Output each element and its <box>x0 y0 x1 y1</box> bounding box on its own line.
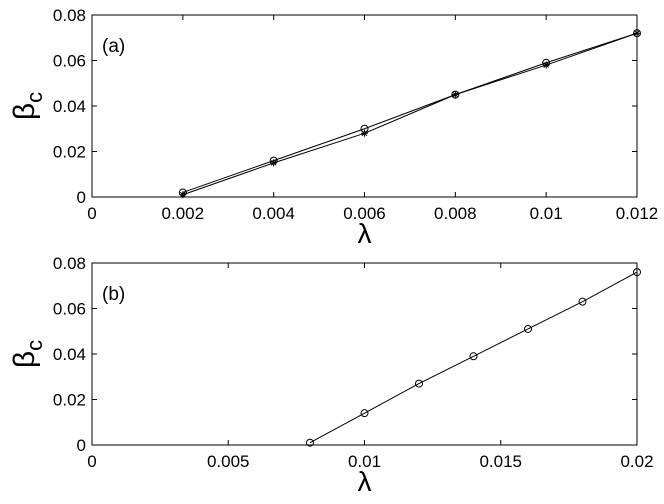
y-tick-label: 0.02 <box>53 143 86 162</box>
y-axis-label-sub: c <box>22 92 47 103</box>
x-tick-label: 0.012 <box>616 204 659 223</box>
x-tick-label: 0.006 <box>343 204 386 223</box>
y-tick-label: 0.08 <box>53 6 86 25</box>
series-line <box>309 271 638 444</box>
x-tick-label: 0.02 <box>620 452 653 471</box>
x-tick-label: 0.004 <box>252 204 295 223</box>
marker-circle <box>360 409 369 418</box>
panel-annotation: (a) <box>102 36 125 57</box>
y-axis-label-sub: c <box>22 340 47 351</box>
marker-circle <box>578 297 587 306</box>
x-tick-label: 0.002 <box>162 204 205 223</box>
x-tick-label: 0.005 <box>207 452 250 471</box>
y-tick-label: 0.08 <box>53 254 86 273</box>
x-tick-label: 0 <box>87 452 96 471</box>
marker-star <box>270 159 278 167</box>
marker-circle <box>306 438 314 447</box>
marker-star <box>179 191 187 199</box>
plot-frame <box>91 14 638 198</box>
y-tick-label: 0 <box>77 436 86 455</box>
y-tick-label: 0.02 <box>53 391 86 410</box>
x-axis-label: λ <box>358 218 372 249</box>
x-tick-label: 0.015 <box>479 452 522 471</box>
marker-star <box>542 61 550 69</box>
y-tick-label: 0.06 <box>53 52 86 71</box>
marker-circle <box>469 352 478 361</box>
x-tick-label: 0 <box>87 204 96 223</box>
series-line <box>182 32 638 196</box>
y-tick-label: 0.06 <box>53 300 86 319</box>
y-tick-label: 0 <box>77 188 86 207</box>
x-axis-label: λ <box>358 466 372 497</box>
y-axis-label-main: β <box>8 103 41 120</box>
panel-annotation: (b) <box>102 284 125 305</box>
marker-star <box>633 29 641 37</box>
y-axis-label: βc <box>8 92 47 120</box>
x-tick-label: 0.01 <box>530 204 563 223</box>
y-tick-label: 0.04 <box>53 97 86 116</box>
y-tick-label: 0.04 <box>53 345 86 364</box>
marker-star <box>451 91 459 99</box>
marker-star <box>361 129 368 137</box>
y-axis-label-main: β <box>8 351 41 368</box>
series-line <box>182 32 638 193</box>
x-tick-label: 0.01 <box>348 452 381 471</box>
y-axis-label: βc <box>8 340 47 368</box>
plot-frame <box>91 262 638 446</box>
x-tick-label: 0.008 <box>434 204 477 223</box>
marker-circle <box>633 268 641 277</box>
marker-circle <box>415 379 423 388</box>
marker-circle <box>524 324 532 333</box>
